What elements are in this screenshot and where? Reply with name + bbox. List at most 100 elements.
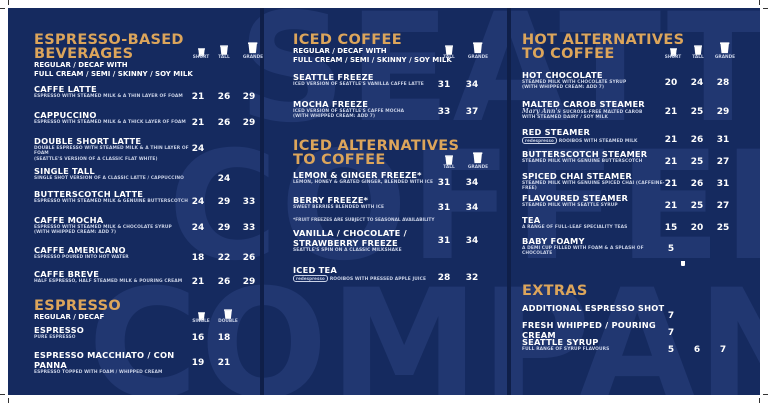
item-name: LEMON & GINGER FREEZE*: [293, 170, 422, 180]
menu-item: TEA A RANGE OF FULL-LEAF SPECIALITY TEAS: [522, 215, 670, 230]
item-description-line: SWEET BERRIES BLENDED WITH ICE: [293, 205, 385, 210]
item-price: 21: [217, 358, 231, 368]
size-label: TALL: [443, 55, 455, 60]
item-description-line: A RANGE OF FULL-LEAF SPECIALITY TEAS: [522, 225, 628, 230]
item-price: 27: [716, 157, 730, 167]
item-price: 6: [693, 345, 701, 355]
redespresso-logo: redespresso: [522, 137, 557, 144]
item-price: 28: [437, 273, 451, 283]
item-price: 24: [191, 144, 205, 154]
item-price: 29: [217, 223, 231, 233]
item-name: RED STEAMER: [522, 127, 591, 137]
item-description: ESPRESSO POURED INTO HOT WATER: [34, 255, 194, 260]
section-subtitle: REGULAR / DECAF: [34, 313, 105, 321]
item-description: STEAMED MILK WITH SEATTLE SYRUP: [522, 203, 670, 208]
crop-mark: [0, 394, 5, 395]
item-description-line: (WITH WHIPPED CREAM: ADD 7): [34, 230, 117, 236]
menu-item: CAFFE MOCHA ESPRESSO WITH STEAMED MILK & …: [34, 215, 194, 236]
item-price: 25: [716, 223, 730, 233]
section-title: ESPRESSO: [34, 298, 122, 314]
cup-demi-icon: [681, 261, 685, 266]
item-name: CAFFE AMERICANO: [34, 245, 126, 255]
item-description-line: (WITH WHIPPED CREAM: ADD 7): [522, 85, 605, 91]
redespresso-logo: redespresso: [293, 275, 328, 282]
item-price: 37: [465, 107, 479, 117]
watermark-line: COMPANY: [88, 258, 760, 395]
item-name: CAPPUCCINO: [34, 110, 97, 120]
item-description: FULL RANGE OF SYRUP FLAVOURS: [522, 347, 670, 352]
item-description: ESPRESSO WITH STEAMED MILK & GENUINE BUT…: [34, 199, 194, 204]
item-price: 21: [191, 92, 205, 102]
menu-item: CAFFE AMERICANO ESPRESSO POURED INTO HOT …: [34, 245, 194, 260]
item-description-line: ESPRESSO POURED INTO HOT WATER: [34, 255, 129, 260]
item-price: 25: [690, 201, 704, 211]
item-description-line: (SEATTLE'S VERSION OF A CLASSIC FLAT WHI…: [34, 156, 158, 162]
item-description: SINGLE SHOT VERSION OF A CLASSIC LATTE /…: [34, 176, 194, 181]
section-subtitle-line: FULL CREAM / SEMI / SKINNY / SOY MILK: [34, 69, 193, 78]
item-description: STEAMED MILK WITH CHOCOLATE SYRUP (WITH W…: [522, 80, 670, 91]
size-label: GRANDE: [714, 55, 736, 60]
item-price: 7: [667, 328, 675, 338]
cup-tall-icon: [444, 151, 454, 165]
item-price: 31: [437, 178, 451, 188]
menu-item: ADDITIONAL ESPRESSO SHOT: [522, 303, 670, 313]
size-label: TALL: [692, 55, 704, 60]
cup-tall-icon: [444, 41, 454, 55]
item-description: SWEET BERRIES BLENDED WITH ICE: [293, 205, 438, 210]
item-description-line: DOUBLE ESPRESSO WITH STEAMED MILK & A TH…: [34, 146, 189, 157]
menu-item: BUTTERSCOTCH LATTE ESPRESSO WITH STEAMED …: [34, 189, 194, 204]
item-price: 15: [664, 223, 678, 233]
menu-item: BERRY FREEZE* SWEET BERRIES BLENDED WITH …: [293, 195, 438, 210]
item-name: HOT CHOCOLATE: [522, 70, 603, 80]
section-title-line: TO COFFEE: [293, 152, 386, 168]
item-price: 5: [667, 345, 675, 355]
item-price: 21: [191, 277, 205, 287]
item-description-line: STEAMED MILK WITH GENUINE BUTTERSCOTCH: [522, 159, 643, 164]
crop-mark: [759, 398, 760, 403]
item-description-line: STEAMED MILK WITH SEATTLE SYRUP: [522, 203, 618, 208]
item-name: SEATTLE SYRUP: [522, 337, 599, 347]
menu-item: MALTED CAROB STEAMER Mary Ann's SUCROSE-FR…: [522, 99, 670, 121]
crop-mark: [0, 8, 5, 9]
size-label: SINGLE: [192, 319, 210, 324]
section-title: HOT ALTERNATIVES TO COFFEE: [522, 32, 685, 62]
item-price: 21: [664, 179, 678, 189]
item-price: 29: [217, 197, 231, 207]
cup-tall-icon: [219, 41, 229, 55]
menu-item: BABY FOAMY A DEMI CUP FILLED WITH FOAM & …: [522, 236, 670, 257]
item-description-line: ROOIBOS WITH PRESSED APPLE JUICE: [329, 277, 427, 282]
menu-item: ESPRESSO PURE ESPRESSO: [34, 325, 194, 340]
item-name: CAFFE BREVE: [34, 269, 100, 279]
menu-item: MOCHA FREEZE ICED VERSION OF SEATTLE'S CA…: [293, 99, 433, 120]
item-description-line: ESPRESSO TOPPED WITH FOAM / WHIPPED CREA…: [34, 370, 163, 375]
item-description-line: SINGLE SHOT VERSION OF A CLASSIC LATTE /…: [34, 176, 184, 181]
item-price: 25: [690, 107, 704, 117]
item-price: 5: [667, 244, 675, 254]
item-description-line: PURE ESPRESSO: [34, 335, 76, 340]
item-price: 34: [465, 236, 479, 246]
item-description: HALF ESPRESSO, HALF STEAMED MILK & POURI…: [34, 279, 194, 284]
item-price: 7: [667, 311, 675, 321]
size-label: GRANDE: [467, 165, 489, 170]
section-subtitle: REGULAR / DECAF WITH FULL CREAM / SEMI / …: [34, 61, 193, 78]
cup-short-icon: [669, 42, 677, 57]
item-name: BABY FOAMY: [522, 236, 585, 246]
size-label: DOUBLE: [218, 319, 238, 324]
size-label: SHORT: [664, 55, 682, 60]
section-title-line: HOT ALTERNATIVES: [522, 32, 685, 48]
section-title-line: ICED ALTERNATIVES: [293, 138, 460, 154]
cup-grande-icon: [473, 149, 483, 164]
item-price: 24: [191, 197, 205, 207]
item-price: 31: [437, 80, 451, 90]
watermark-line: SEATTLE: [238, 8, 760, 156]
item-price: 18: [217, 333, 231, 343]
item-name: TEA: [522, 215, 541, 225]
crop-mark: [763, 394, 768, 395]
menu-item: DOUBLE SHORT LATTE DOUBLE ESPRESSO WITH S…: [34, 136, 194, 162]
item-price: 24: [690, 78, 704, 88]
menu-item: VANILLA / CHOCOLATE / STRAWBERRY FREEZE S…: [293, 228, 438, 253]
item-name: BERRY FREEZE*: [293, 195, 369, 205]
item-description: ESPRESSO WITH STEAMED MILK & CHOCOLATE S…: [34, 225, 194, 236]
section-title: EXTRAS: [522, 283, 588, 299]
section-subtitle: REGULAR / DECAF WITH FULL CREAM / SEMI / …: [293, 47, 452, 64]
